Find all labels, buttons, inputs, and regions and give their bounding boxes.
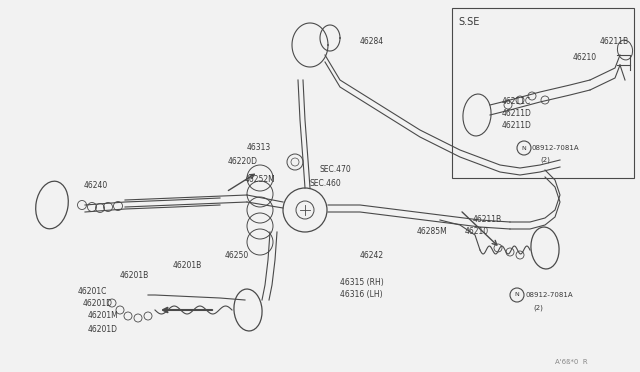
Text: 46240: 46240 bbox=[84, 180, 108, 189]
Text: 46315 (RH): 46315 (RH) bbox=[340, 278, 384, 286]
Text: 46211D: 46211D bbox=[502, 109, 532, 119]
Text: 46210: 46210 bbox=[573, 54, 597, 62]
Text: 46211B: 46211B bbox=[600, 38, 629, 46]
Text: A'6ß*0  R: A'6ß*0 R bbox=[555, 359, 588, 365]
Text: N: N bbox=[515, 292, 520, 298]
Text: 46201C: 46201C bbox=[78, 288, 108, 296]
Text: 46201B: 46201B bbox=[173, 260, 202, 269]
Text: 46211C: 46211C bbox=[502, 97, 531, 106]
Text: 46220D: 46220D bbox=[228, 157, 258, 167]
Text: 46250: 46250 bbox=[225, 250, 249, 260]
Text: (2): (2) bbox=[540, 157, 550, 163]
Text: 46211B: 46211B bbox=[473, 215, 502, 224]
Text: 46313: 46313 bbox=[247, 144, 271, 153]
Text: SEC.460: SEC.460 bbox=[310, 179, 342, 187]
Bar bbox=[452, 8, 634, 178]
Text: (2): (2) bbox=[533, 305, 543, 311]
Text: 46201B: 46201B bbox=[120, 270, 149, 279]
Text: 46211D: 46211D bbox=[502, 122, 532, 131]
Text: 46210: 46210 bbox=[465, 228, 489, 237]
Text: 46201M: 46201M bbox=[88, 311, 119, 321]
Text: S.SE: S.SE bbox=[458, 17, 479, 27]
Text: 08912-7081A: 08912-7081A bbox=[525, 292, 573, 298]
Text: SEC.470: SEC.470 bbox=[320, 166, 352, 174]
Text: N: N bbox=[522, 145, 526, 151]
Text: 46284: 46284 bbox=[360, 38, 384, 46]
Text: 46285M: 46285M bbox=[417, 228, 448, 237]
Text: 46201D: 46201D bbox=[88, 324, 118, 334]
Text: 46252M: 46252M bbox=[245, 176, 276, 185]
Text: 46242: 46242 bbox=[360, 250, 384, 260]
Text: 08912-7081A: 08912-7081A bbox=[532, 145, 580, 151]
Text: 46201D: 46201D bbox=[83, 298, 113, 308]
Text: 46316 (LH): 46316 (LH) bbox=[340, 289, 383, 298]
